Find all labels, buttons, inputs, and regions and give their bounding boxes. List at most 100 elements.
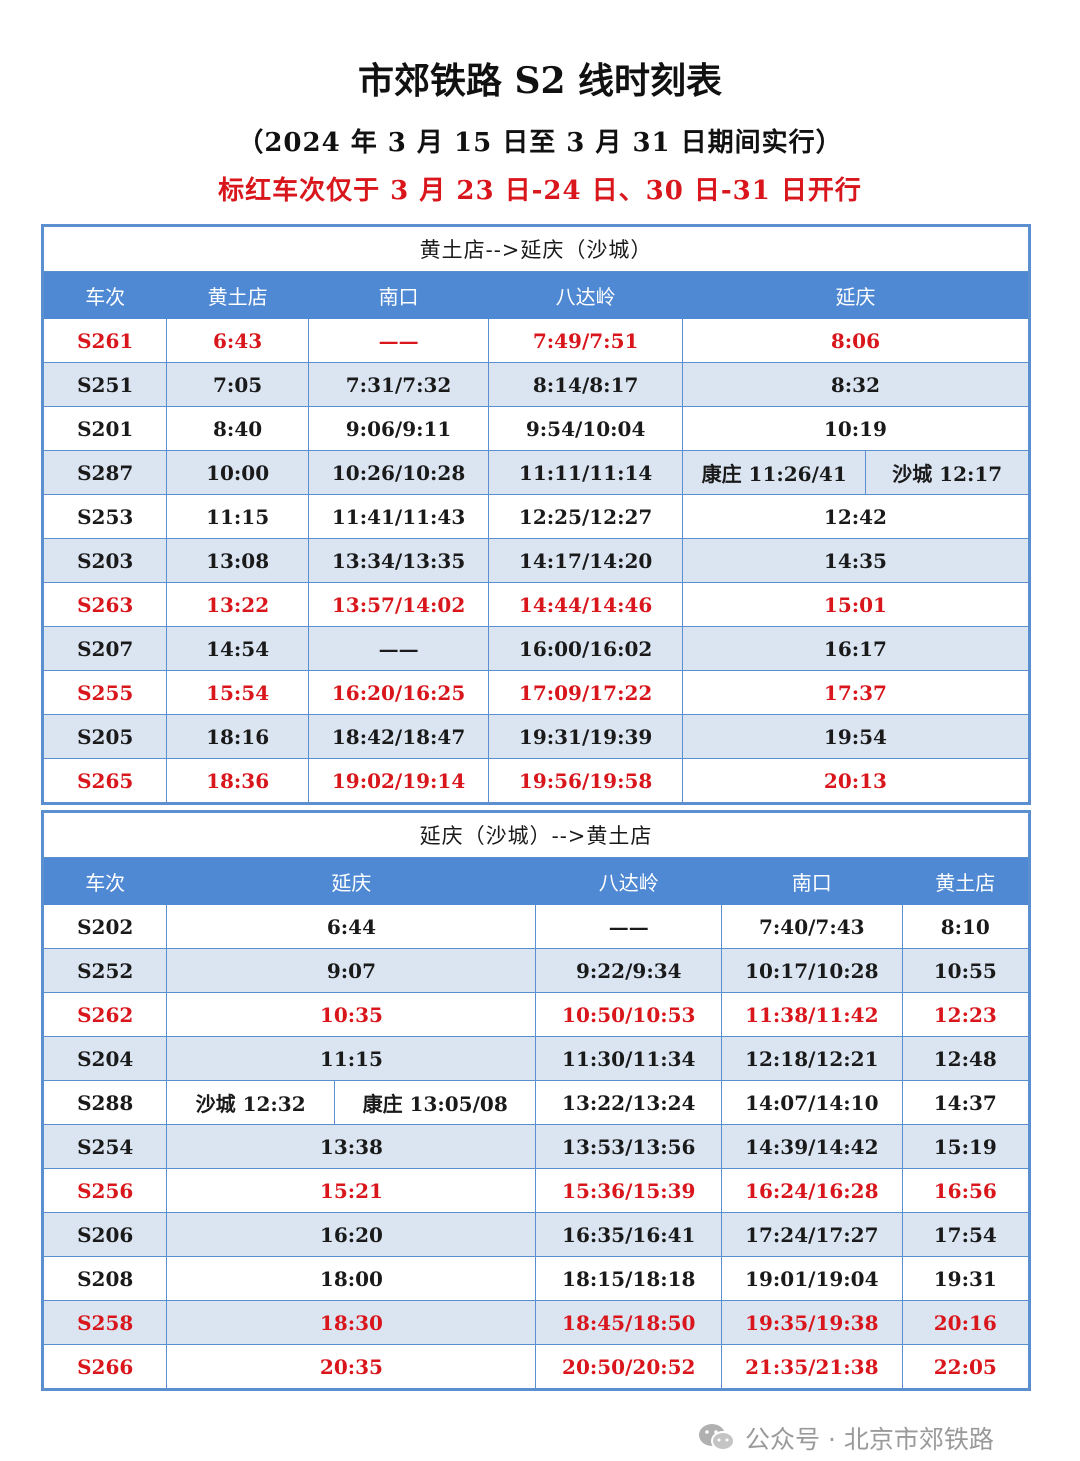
time-cell: 17:54	[901, 1212, 1031, 1257]
time-cell: 9:54/10:04	[488, 406, 683, 451]
time-cell: 12:42	[681, 494, 1031, 539]
time-cell: 11:30/11:34	[535, 1036, 723, 1081]
time-cell: 13:34/13:35	[307, 538, 490, 583]
train-number: S254	[41, 1124, 168, 1169]
time-cell: 16:35/16:41	[535, 1212, 723, 1257]
time-cell: 18:00	[166, 1256, 537, 1301]
column-header: 八达岭	[488, 271, 683, 319]
inbound-timetable: 延庆（沙城）-->黄土店 车次 延庆 八达岭 南口 黄土店 S202 6:44 ——…	[41, 810, 1031, 1391]
time-cell: 9:22/9:34	[535, 948, 723, 993]
table-row: S251 7:05 7:31/7:32 8:14/8:17 8:32	[41, 362, 1031, 407]
time-cell: 沙城 12:32	[166, 1080, 335, 1125]
time-cell: 8:32	[681, 362, 1031, 407]
train-number: S255	[41, 670, 168, 715]
time-cell: 19:02/19:14	[307, 758, 490, 804]
time-cell: 7:40/7:43	[721, 904, 903, 949]
outbound-caption: 黄土店-->延庆（沙城）	[42, 225, 1030, 272]
time-cell: 16:56	[901, 1168, 1031, 1213]
time-cell: 12:18/12:21	[721, 1036, 903, 1081]
time-cell: 17:24/17:27	[721, 1212, 903, 1257]
time-cell: 15:54	[166, 670, 309, 715]
time-cell: 15:19	[901, 1124, 1031, 1169]
time-cell: 8:06	[681, 318, 1031, 363]
table-row: S202 6:44 —— 7:40/7:43 8:10	[41, 904, 1031, 949]
time-cell: 19:31	[901, 1256, 1031, 1301]
time-cell: 14:39/14:42	[721, 1124, 903, 1169]
column-header: 南口	[307, 271, 490, 319]
time-cell: 13:22/13:24	[535, 1080, 723, 1125]
time-cell: 6:44	[166, 904, 537, 949]
time-cell: 10:55	[901, 948, 1031, 993]
time-cell: 15:01	[681, 582, 1031, 627]
time-cell: 12:25/12:27	[488, 494, 683, 539]
time-cell: 8:10	[901, 904, 1031, 949]
time-cell: 18:16	[166, 714, 309, 759]
time-cell: 16:17	[681, 626, 1031, 671]
column-header: 八达岭	[535, 857, 723, 905]
time-cell: 10:35	[166, 992, 537, 1037]
time-cell: 22:05	[901, 1344, 1031, 1390]
time-cell: 14:44/14:46	[488, 582, 683, 627]
time-cell: 11:38/11:42	[721, 992, 903, 1037]
column-header: 南口	[721, 857, 903, 905]
column-header: 黄土店	[901, 857, 1031, 905]
time-cell: ——	[307, 626, 490, 671]
time-cell: 9:07	[166, 948, 537, 993]
table-row: S208 18:00 18:15/18:18 19:01/19:04 19:31	[41, 1256, 1031, 1301]
table-row: S258 18:30 18:45/18:50 19:35/19:38 20:16	[41, 1300, 1031, 1345]
time-cell: 11:41/11:43	[307, 494, 490, 539]
time-cell: 21:35/21:38	[721, 1344, 903, 1390]
time-cell: 13:22	[166, 582, 309, 627]
validity-period: （2024 年 3 月 15 日至 3 月 31 日期间实行）	[237, 128, 843, 158]
time-cell: 16:24/16:28	[721, 1168, 903, 1213]
time-cell: 13:57/14:02	[307, 582, 490, 627]
time-cell: 18:30	[166, 1300, 537, 1345]
time-cell: 15:21	[166, 1168, 537, 1213]
time-cell: 17:37	[681, 670, 1031, 715]
time-cell: 20:50/20:52	[535, 1344, 723, 1390]
table-row: S203 13:08 13:34/13:35 14:17/14:20 14:35	[41, 538, 1031, 583]
time-cell: 13:38	[166, 1124, 537, 1169]
wechat-icon	[699, 1424, 735, 1451]
train-number: S201	[41, 406, 168, 451]
table-row: S207 14:54 —— 16:00/16:02 16:17	[41, 626, 1031, 671]
train-number: S253	[41, 494, 168, 539]
train-number: S261	[41, 318, 168, 363]
train-number: S288	[41, 1080, 168, 1125]
time-cell: 11:15	[166, 1036, 537, 1081]
table-row: S204 11:15 11:30/11:34 12:18/12:21 12:48	[41, 1036, 1031, 1081]
time-cell: 18:36	[166, 758, 309, 804]
train-number: S256	[41, 1168, 168, 1213]
time-cell: 18:45/18:50	[535, 1300, 723, 1345]
outbound-timetable: 黄土店-->延庆（沙城） 车次 黄土店 南口 八达岭 延庆 S261 6:43 ——…	[41, 224, 1031, 805]
table-row: S266 20:35 20:50/20:52 21:35/21:38 22:05	[41, 1344, 1031, 1390]
train-number: S265	[41, 758, 168, 804]
table-row: S201 8:40 9:06/9:11 9:54/10:04 10:19	[41, 406, 1031, 451]
time-cell: 沙城 12:17	[865, 450, 1030, 495]
time-cell: 19:54	[681, 714, 1031, 759]
table-row: S261 6:43 —— 7:49/7:51 8:06	[41, 318, 1031, 363]
time-cell: 8:40	[166, 406, 309, 451]
time-cell: 18:15/18:18	[535, 1256, 723, 1301]
train-number: S206	[41, 1212, 168, 1257]
time-cell: 14:37	[901, 1080, 1031, 1125]
time-cell: 14:07/14:10	[721, 1080, 903, 1125]
table-row: S205 18:16 18:42/18:47 19:31/19:39 19:54	[41, 714, 1031, 759]
table-row: S206 16:20 16:35/16:41 17:24/17:27 17:54	[41, 1212, 1031, 1257]
table-row: S253 11:15 11:41/11:43 12:25/12:27 12:42	[41, 494, 1031, 539]
inbound-caption: 延庆（沙城）-->黄土店	[42, 811, 1030, 858]
time-cell: 6:43	[166, 318, 309, 363]
watermark-text: 公众号 · 北京市郊铁路	[745, 1425, 994, 1454]
train-number: S263	[41, 582, 168, 627]
column-header: 延庆	[166, 857, 537, 905]
time-cell: 19:01/19:04	[721, 1256, 903, 1301]
train-number: S252	[41, 948, 168, 993]
table-row: S252 9:07 9:22/9:34 10:17/10:28 10:55	[41, 948, 1031, 993]
time-cell: 18:42/18:47	[307, 714, 490, 759]
watermark: 公众号 · 北京市郊铁路	[697, 1420, 994, 1456]
time-cell: 7:31/7:32	[307, 362, 490, 407]
time-cell: 16:00/16:02	[488, 626, 683, 671]
column-header: 车次	[41, 271, 168, 319]
time-cell: 19:35/19:38	[721, 1300, 903, 1345]
table-row: S255 15:54 16:20/16:25 17:09/17:22 17:37	[41, 670, 1031, 715]
